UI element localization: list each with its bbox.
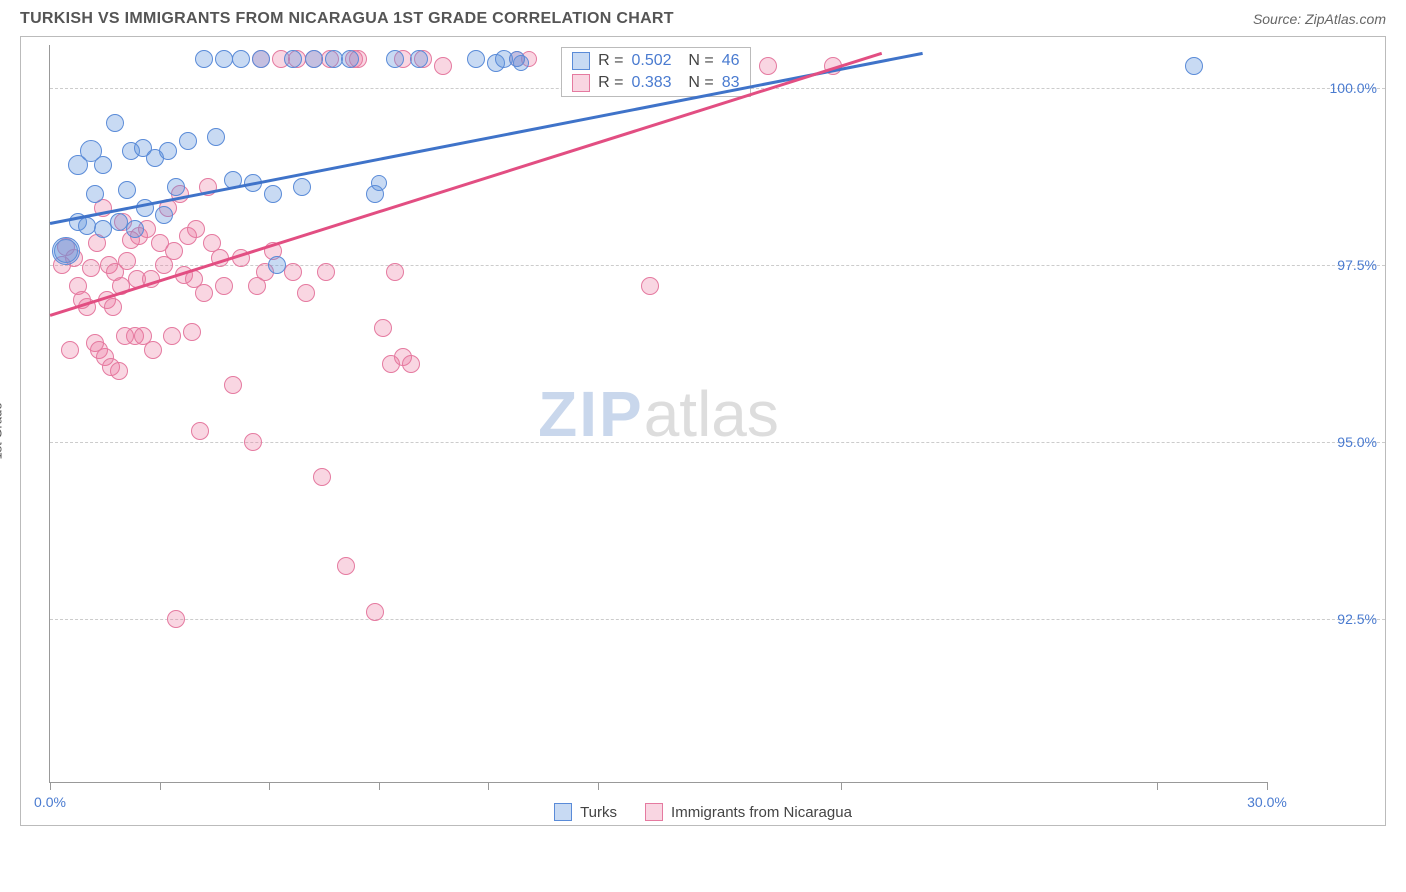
scatter-point bbox=[155, 206, 173, 224]
scatter-point bbox=[293, 178, 311, 196]
scatter-point bbox=[410, 50, 428, 68]
ytick-label: 92.5% bbox=[1337, 611, 1377, 627]
scatter-point bbox=[106, 114, 124, 132]
stat-r-value: 0.502 bbox=[631, 52, 671, 70]
scatter-point bbox=[244, 433, 262, 451]
xtick bbox=[160, 782, 161, 790]
scatter-point bbox=[317, 263, 335, 281]
scatter-point bbox=[252, 50, 270, 68]
legend-label: Immigrants from Nicaragua bbox=[671, 804, 852, 821]
scatter-point bbox=[1185, 57, 1203, 75]
watermark-zip: ZIP bbox=[538, 378, 644, 450]
scatter-point bbox=[232, 50, 250, 68]
scatter-point bbox=[366, 603, 384, 621]
scatter-point bbox=[305, 50, 323, 68]
scatter-point bbox=[195, 284, 213, 302]
scatter-point bbox=[78, 217, 96, 235]
scatter-point bbox=[144, 341, 162, 359]
stats-row: R = 0.383 N = 83 bbox=[572, 72, 739, 94]
scatter-point bbox=[224, 376, 242, 394]
scatter-point bbox=[297, 284, 315, 302]
legend-label: Turks bbox=[580, 804, 617, 821]
scatter-point bbox=[264, 185, 282, 203]
ytick-label: 95.0% bbox=[1337, 434, 1377, 450]
ytick-label: 100.0% bbox=[1330, 80, 1377, 96]
scatter-point bbox=[86, 185, 104, 203]
scatter-point bbox=[759, 57, 777, 75]
scatter-point bbox=[215, 277, 233, 295]
scatter-point bbox=[402, 355, 420, 373]
xtick bbox=[841, 782, 842, 790]
scatter-point bbox=[61, 341, 79, 359]
watermark-atlas: atlas bbox=[644, 378, 779, 450]
scatter-point bbox=[641, 277, 659, 295]
xtick bbox=[269, 782, 270, 790]
scatter-point bbox=[163, 327, 181, 345]
scatter-point bbox=[467, 50, 485, 68]
scatter-point bbox=[268, 256, 286, 274]
stats-box: R = 0.502 N = 46R = 0.383 N = 83 bbox=[561, 47, 750, 97]
scatter-point bbox=[179, 132, 197, 150]
gridline bbox=[50, 619, 1385, 620]
scatter-point bbox=[341, 50, 359, 68]
scatter-point bbox=[167, 610, 185, 628]
scatter-point bbox=[195, 50, 213, 68]
scatter-point bbox=[513, 55, 529, 71]
scatter-point bbox=[126, 220, 144, 238]
scatter-point bbox=[313, 468, 331, 486]
xtick bbox=[379, 782, 380, 790]
scatter-point bbox=[284, 263, 302, 281]
scatter-point bbox=[104, 298, 122, 316]
series-swatch bbox=[572, 74, 590, 92]
xtick bbox=[1267, 782, 1268, 790]
scatter-point bbox=[284, 50, 302, 68]
source-label: Source: ZipAtlas.com bbox=[1253, 11, 1386, 27]
xtick bbox=[488, 782, 489, 790]
watermark: ZIPatlas bbox=[538, 377, 779, 451]
scatter-point bbox=[207, 128, 225, 146]
scatter-point bbox=[165, 242, 183, 260]
plot-area: ZIPatlas 92.5%95.0%97.5%100.0%0.0%30.0%R… bbox=[49, 45, 1267, 783]
scatter-point bbox=[187, 220, 205, 238]
stat-n-label: N = bbox=[680, 52, 714, 70]
scatter-point bbox=[118, 252, 136, 270]
stat-r-value: 0.383 bbox=[631, 74, 671, 92]
chart-container: 1st Grade ZIPatlas 92.5%95.0%97.5%100.0%… bbox=[20, 36, 1386, 826]
legend-item: Turks bbox=[554, 803, 617, 821]
legend-item: Immigrants from Nicaragua bbox=[645, 803, 852, 821]
scatter-point bbox=[94, 156, 112, 174]
ytick-label: 97.5% bbox=[1337, 257, 1377, 273]
scatter-point bbox=[52, 237, 80, 265]
scatter-point bbox=[110, 362, 128, 380]
stat-r-label: R = bbox=[598, 74, 623, 92]
scatter-point bbox=[386, 263, 404, 281]
scatter-point bbox=[337, 557, 355, 575]
y-axis-label: 1st Grade bbox=[0, 402, 5, 459]
scatter-point bbox=[374, 319, 392, 337]
stat-r-label: R = bbox=[598, 52, 623, 70]
series-swatch bbox=[572, 52, 590, 70]
scatter-point bbox=[183, 323, 201, 341]
stat-n-label: N = bbox=[680, 74, 714, 92]
legend-swatch bbox=[554, 803, 572, 821]
xtick bbox=[1157, 782, 1158, 790]
scatter-point bbox=[82, 259, 100, 277]
scatter-point bbox=[371, 175, 387, 191]
scatter-point bbox=[191, 422, 209, 440]
scatter-point bbox=[159, 142, 177, 160]
legend-swatch bbox=[645, 803, 663, 821]
legend: Turks Immigrants from Nicaragua bbox=[21, 803, 1385, 821]
scatter-point bbox=[167, 178, 185, 196]
xtick bbox=[598, 782, 599, 790]
xtick bbox=[50, 782, 51, 790]
scatter-point bbox=[386, 50, 404, 68]
chart-title: TURKISH VS IMMIGRANTS FROM NICARAGUA 1ST… bbox=[20, 10, 674, 28]
scatter-point bbox=[118, 181, 136, 199]
stats-row: R = 0.502 N = 46 bbox=[572, 50, 739, 72]
scatter-point bbox=[434, 57, 452, 75]
stat-n-value: 46 bbox=[722, 52, 740, 70]
gridline bbox=[50, 265, 1385, 266]
